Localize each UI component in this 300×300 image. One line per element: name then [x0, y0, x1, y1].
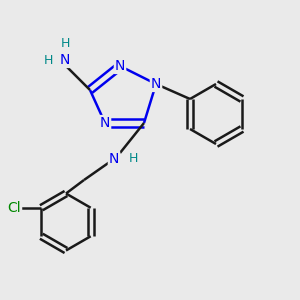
Text: Cl: Cl	[8, 201, 21, 215]
Text: N: N	[100, 116, 110, 130]
Text: N: N	[59, 53, 70, 67]
Text: H: H	[61, 37, 70, 50]
Text: H: H	[129, 152, 138, 166]
Text: N: N	[151, 77, 161, 91]
Text: N: N	[109, 152, 119, 166]
Text: H: H	[43, 53, 53, 67]
Text: N: N	[115, 59, 125, 73]
